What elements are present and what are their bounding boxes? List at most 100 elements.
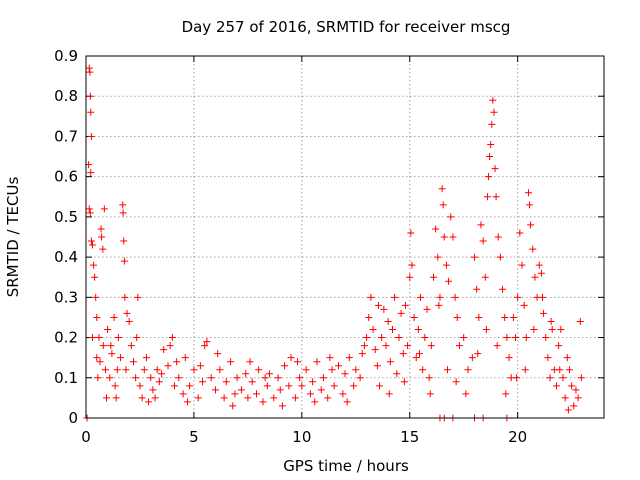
data-point — [455, 342, 463, 350]
data-point — [122, 366, 130, 374]
data-point — [432, 225, 440, 233]
data-point — [147, 374, 155, 382]
data-point — [451, 293, 459, 301]
data-point — [132, 374, 140, 382]
data-point — [435, 301, 443, 309]
data-point — [244, 394, 252, 402]
data-point — [140, 366, 148, 374]
data-point — [380, 305, 388, 313]
data-point — [87, 237, 95, 245]
data-point — [524, 189, 532, 197]
data-point — [488, 120, 496, 128]
y-tick-label: 0.8 — [54, 87, 78, 105]
data-point — [93, 313, 101, 321]
y-tick-label: 0.7 — [54, 127, 78, 145]
data-point — [453, 313, 461, 321]
data-point — [276, 386, 284, 394]
data-point — [363, 334, 371, 342]
data-point — [421, 334, 429, 342]
data-point — [529, 245, 537, 253]
data-point — [434, 253, 442, 261]
data-point — [464, 366, 472, 374]
data-point — [462, 390, 470, 398]
data-point — [345, 354, 353, 362]
data-point — [531, 273, 539, 281]
data-point — [97, 225, 105, 233]
data-point — [518, 261, 526, 269]
data-point — [471, 253, 478, 261]
data-point — [561, 394, 569, 402]
data-point — [489, 96, 497, 104]
data-point — [242, 370, 250, 378]
data-points — [83, 64, 585, 422]
data-point — [298, 382, 306, 390]
data-point — [400, 378, 408, 386]
data-point — [493, 342, 501, 350]
data-point — [535, 261, 543, 269]
data-point — [101, 366, 109, 374]
data-point — [87, 132, 95, 140]
data-point — [491, 165, 499, 173]
y-tick-label: 0.3 — [54, 288, 78, 306]
data-point — [440, 233, 448, 241]
y-tick-label: 0 — [68, 409, 78, 427]
data-point — [393, 370, 401, 378]
data-point — [90, 261, 98, 269]
data-point — [468, 354, 476, 362]
data-point — [85, 64, 93, 72]
plot-frame — [85, 55, 605, 419]
x-tick-label: 0 — [81, 428, 91, 446]
data-point — [302, 366, 310, 374]
y-tick-label: 0.1 — [54, 369, 78, 387]
chart-title: Day 257 of 2016, SRMTID for receiver msc… — [182, 18, 511, 36]
data-point — [460, 334, 468, 342]
data-point — [164, 362, 172, 370]
data-point — [513, 374, 521, 382]
y-axis-title: SRMTID / TECUs — [4, 177, 22, 298]
data-point — [248, 378, 256, 386]
data-point — [155, 378, 163, 386]
data-point — [442, 261, 450, 269]
data-point — [547, 317, 555, 325]
data-point — [88, 334, 96, 342]
data-point — [274, 374, 282, 382]
data-point — [350, 382, 358, 390]
data-point — [505, 354, 513, 362]
data-point — [113, 366, 121, 374]
data-point — [237, 386, 245, 394]
data-point — [365, 313, 373, 321]
data-point — [183, 398, 191, 406]
data-point — [538, 293, 546, 301]
data-point — [117, 354, 125, 362]
data-point — [93, 354, 101, 362]
data-point — [311, 398, 319, 406]
data-point — [574, 394, 582, 402]
data-point — [481, 273, 489, 281]
data-point — [123, 309, 131, 317]
x-tick-label: 10 — [292, 428, 311, 446]
data-point — [259, 398, 267, 406]
data-point — [555, 342, 563, 350]
data-point — [106, 374, 114, 382]
data-point — [175, 374, 183, 382]
data-point — [427, 342, 435, 350]
data-point — [99, 342, 107, 350]
data-point — [160, 346, 168, 354]
data-point — [317, 386, 325, 394]
data-point — [166, 342, 174, 350]
data-point — [158, 370, 166, 378]
data-point — [556, 366, 564, 374]
data-point — [212, 386, 219, 394]
data-point — [514, 293, 522, 301]
data-point — [474, 350, 482, 358]
data-point — [503, 334, 511, 342]
data-point — [452, 378, 460, 386]
data-point — [151, 394, 159, 402]
data-point — [425, 374, 433, 382]
data-point — [482, 326, 490, 334]
data-point — [100, 205, 108, 213]
data-point — [577, 374, 585, 382]
data-point — [477, 221, 485, 229]
data-point — [499, 285, 507, 293]
data-point — [309, 378, 317, 386]
